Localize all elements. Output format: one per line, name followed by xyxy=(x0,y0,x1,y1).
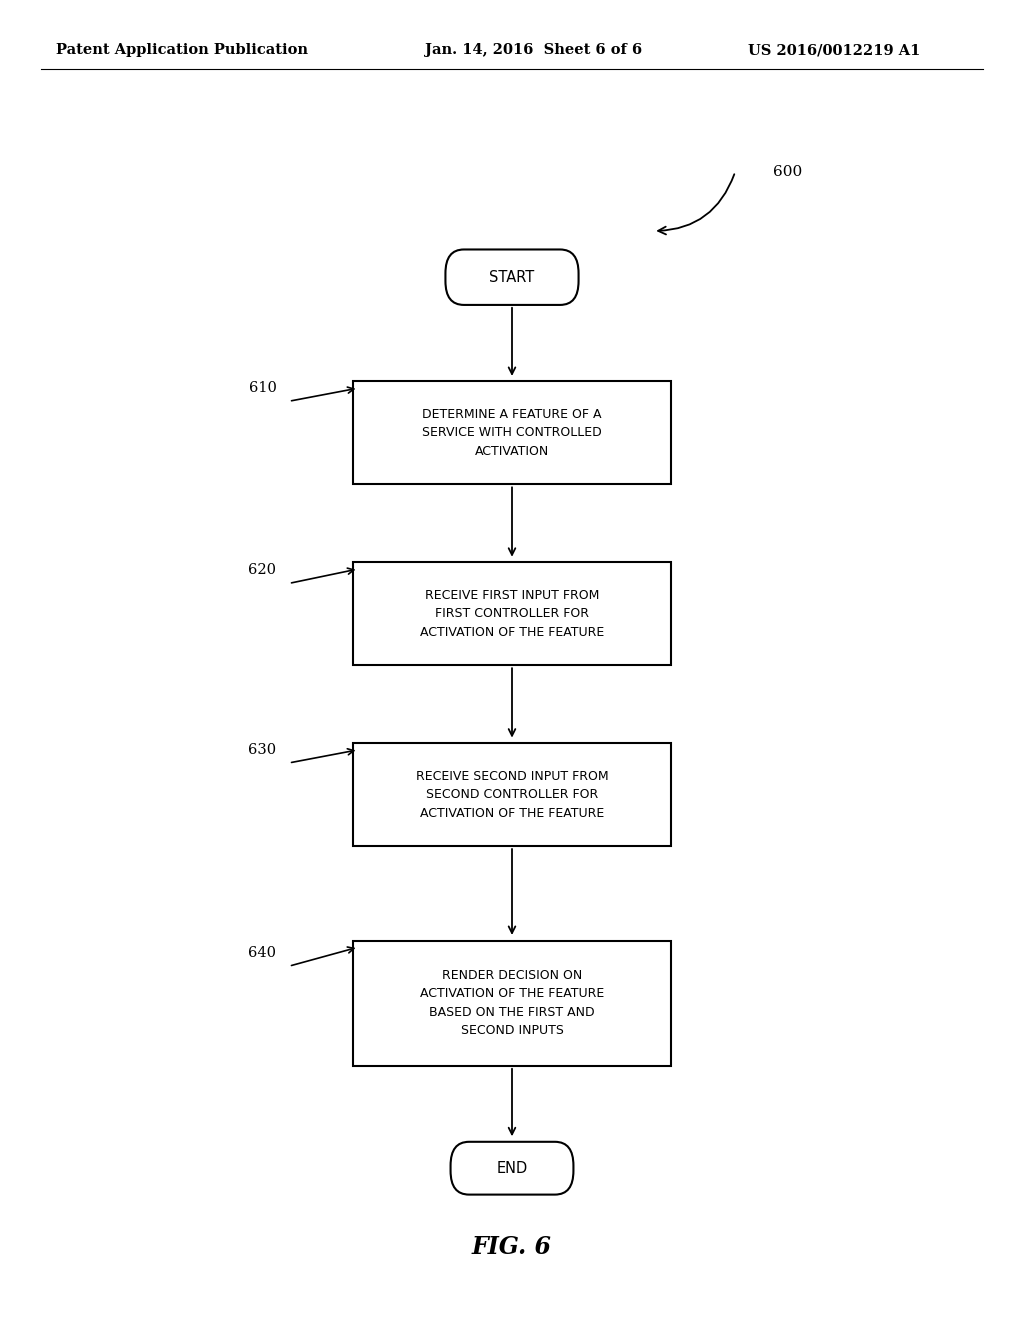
Text: 630: 630 xyxy=(249,743,276,756)
Bar xyxy=(353,562,671,665)
Text: 610: 610 xyxy=(249,381,276,395)
Text: RECEIVE FIRST INPUT FROM
FIRST CONTROLLER FOR
ACTIVATION OF THE FEATURE: RECEIVE FIRST INPUT FROM FIRST CONTROLLE… xyxy=(420,589,604,639)
Bar xyxy=(353,381,671,484)
Text: START: START xyxy=(489,269,535,285)
Text: 640: 640 xyxy=(249,946,276,960)
FancyBboxPatch shape xyxy=(451,1142,573,1195)
Text: Patent Application Publication: Patent Application Publication xyxy=(56,44,308,57)
FancyBboxPatch shape xyxy=(445,249,579,305)
Bar xyxy=(353,743,671,846)
Text: Jan. 14, 2016  Sheet 6 of 6: Jan. 14, 2016 Sheet 6 of 6 xyxy=(425,44,642,57)
Text: 620: 620 xyxy=(249,564,276,577)
Text: FIG. 6: FIG. 6 xyxy=(472,1236,552,1259)
Text: END: END xyxy=(497,1160,527,1176)
Text: RECEIVE SECOND INPUT FROM
SECOND CONTROLLER FOR
ACTIVATION OF THE FEATURE: RECEIVE SECOND INPUT FROM SECOND CONTROL… xyxy=(416,770,608,820)
Text: DETERMINE A FEATURE OF A
SERVICE WITH CONTROLLED
ACTIVATION: DETERMINE A FEATURE OF A SERVICE WITH CO… xyxy=(422,408,602,458)
Bar xyxy=(353,940,671,1067)
Text: US 2016/0012219 A1: US 2016/0012219 A1 xyxy=(748,44,920,57)
Text: RENDER DECISION ON
ACTIVATION OF THE FEATURE
BASED ON THE FIRST AND
SECOND INPUT: RENDER DECISION ON ACTIVATION OF THE FEA… xyxy=(420,969,604,1038)
Text: 600: 600 xyxy=(773,165,803,178)
